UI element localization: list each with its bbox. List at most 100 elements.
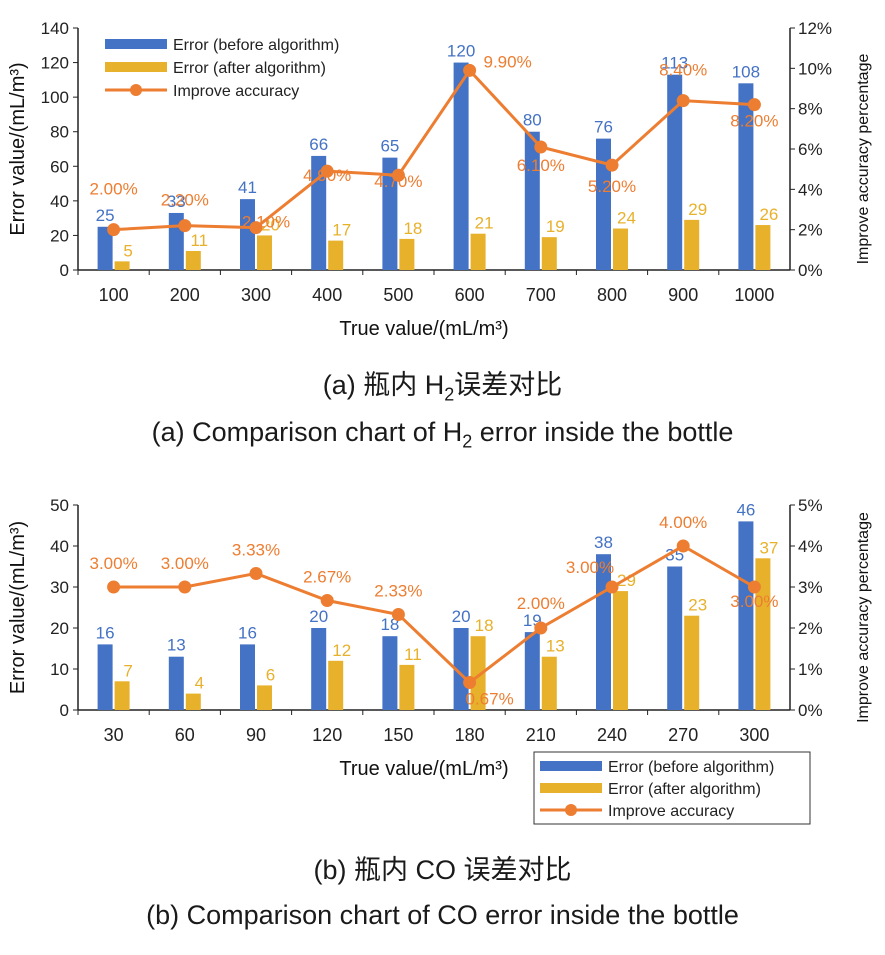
h2-y2-tick-label: 2% [798, 221, 823, 240]
co-accuracy-point [320, 594, 334, 608]
h2-accuracy-label: 4.90% [303, 166, 351, 185]
h2-accuracy-label: 8.20% [730, 112, 778, 131]
h2-x-axis-title: True value/(mL/m³) [339, 318, 508, 340]
h2-bar-before-label: 80 [523, 111, 542, 130]
co-x-tick-label: 60 [175, 725, 195, 745]
co-bar-after [185, 693, 201, 710]
h2-x-tick-label: 400 [312, 285, 342, 305]
h2-accuracy-line [113, 67, 755, 232]
co-bar-after [755, 558, 771, 710]
co-x-tick-label: 270 [668, 725, 698, 745]
co-bar-after-label: 7 [123, 661, 132, 680]
co-x-tick-label: 120 [312, 725, 342, 745]
h2-accuracy-label: 8.40% [659, 61, 707, 80]
co-bar-after-label: 6 [266, 665, 275, 684]
co-bar-before [311, 628, 327, 710]
h2-accuracy-label: 2.10% [242, 213, 290, 232]
co-accuracy-label: 3.00% [89, 554, 137, 573]
h2-y2-tick-label: 4% [798, 180, 823, 199]
h2-y-tick-label: 40 [50, 192, 69, 211]
h2-bar-before-label: 66 [309, 135, 328, 154]
co-x-tick-label: 30 [104, 725, 124, 745]
co-bar-after-label: 12 [332, 641, 351, 660]
h2-accuracy-point [249, 221, 263, 235]
h2-bar-after-label: 24 [617, 209, 636, 228]
co-chart-svg: 0 10 20 30 40 50 0% 1% 2% 3% 4% 5% 30 60 90 120 150 180 21… [7, 496, 872, 825]
co-legend-marker [565, 804, 577, 816]
co-bar-after [613, 591, 628, 710]
co-bar-before [667, 566, 683, 710]
h2-bar-before [596, 138, 611, 270]
h2-bar-before [738, 83, 754, 270]
h2-accuracy-point [747, 98, 761, 112]
co-accuracy-label: 3.00% [566, 558, 614, 577]
h2-bar-after [755, 225, 771, 270]
co-legend-swatch [540, 761, 602, 771]
co-bar-before [240, 644, 255, 710]
co-bar-before-label: 46 [736, 500, 755, 519]
co-bar-before-label: 38 [594, 533, 613, 552]
h2-bar-before-label: 76 [594, 118, 613, 137]
co-x-tick-label: 210 [526, 725, 556, 745]
co-bar-before [524, 632, 540, 710]
h2-x-tick-label: 700 [526, 285, 556, 305]
h2-caption-en-text2: error inside the bottle [472, 417, 734, 447]
co-bar-before-label: 16 [96, 623, 115, 642]
h2-bar-before [453, 62, 469, 271]
co-accuracy-point [463, 676, 477, 690]
co-bar-after [328, 660, 344, 710]
co-accuracy-line [113, 544, 756, 685]
h2-caption-en: (a) Comparison chart of H2 error inside … [0, 417, 885, 452]
h2-bar-before [97, 226, 113, 270]
co-y2-tick-label: 4% [798, 537, 823, 556]
h2-bar-before-label: 113 [661, 54, 688, 73]
h2-bar-after [114, 261, 130, 270]
co-y2-tick-label: 3% [798, 578, 823, 597]
h2-bar-after [328, 240, 344, 270]
co-bar-before-label: 20 [309, 607, 328, 626]
h2-y-tick-label: 60 [50, 157, 69, 176]
co-y-tick-label: 30 [50, 578, 69, 597]
h2-bar-before-label: 65 [380, 137, 399, 156]
h2-bar-after-label: 11 [190, 231, 208, 250]
h2-bar-before-label: 25 [96, 206, 115, 225]
co-bar-before-label: 16 [238, 623, 257, 642]
h2-accuracy-point [391, 168, 405, 182]
co-y2-tick-label: 2% [798, 619, 823, 638]
co-bar-before-label: 13 [167, 636, 186, 655]
h2-x-tick-label: 300 [241, 285, 271, 305]
co-bar-before [738, 521, 754, 710]
co-bar-after-label: 23 [688, 596, 707, 615]
co-bar-after-label: 4 [195, 674, 204, 693]
h2-bar-before [524, 131, 540, 270]
co-bar-after-label: 13 [546, 637, 565, 656]
co-accuracy-label: 3.00% [161, 554, 209, 573]
h2-legend-swatch [105, 62, 167, 72]
h2-y2-tick-label: 6% [798, 140, 823, 159]
co-caption-en: (b) Comparison chart of CO error inside … [146, 900, 739, 930]
h2-caption-cn-sub: 2 [444, 384, 455, 405]
co-y2-tick-label: 0% [798, 701, 823, 720]
co-bar-after [684, 615, 700, 710]
co-bar-before [596, 554, 611, 710]
h2-bar-after-label: 26 [759, 205, 778, 224]
co-accuracy-label: 2.33% [374, 581, 422, 600]
co-accuracy-point [249, 566, 263, 580]
co-accuracy-label: 2.00% [517, 594, 565, 613]
h2-caption-cn-text: (a) 瓶内 H [322, 370, 445, 400]
co-bar-before [97, 644, 113, 710]
co-legend-label: Improve accuracy [608, 803, 734, 820]
h2-bar-before [382, 157, 398, 270]
co-y-tick-label: 10 [50, 660, 69, 679]
co-accuracy-label: 2.67% [303, 568, 351, 587]
co-bar-before [453, 628, 469, 710]
h2-bar-after-label: 21 [475, 214, 494, 233]
h2-bar-after [470, 233, 486, 270]
co-x-axis-title: True value/(mL/m³) [339, 758, 508, 780]
h2-bar-after [541, 237, 557, 270]
h2-bar-after [399, 238, 415, 270]
co-bar-after [470, 636, 486, 710]
co-accuracy-point [534, 621, 548, 635]
h2-accuracy-point [178, 219, 192, 233]
h2-bar-after-label: 19 [546, 217, 565, 236]
